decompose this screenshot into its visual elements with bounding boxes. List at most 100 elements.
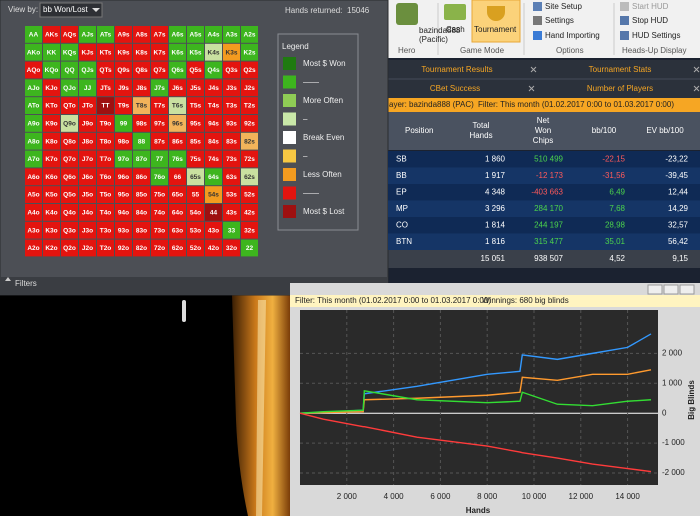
column-header[interactable]: Net <box>537 116 550 125</box>
hand-cell[interactable] <box>223 204 240 221</box>
hand-cell[interactable] <box>169 168 186 186</box>
table-row[interactable] <box>388 151 700 168</box>
hand-cell[interactable] <box>61 168 78 186</box>
hand-cell[interactable] <box>241 150 258 168</box>
table-row[interactable] <box>388 233 700 251</box>
hand-cell[interactable] <box>25 168 42 186</box>
hand-cell[interactable] <box>169 43 186 61</box>
hand-cell[interactable] <box>133 239 150 257</box>
hand-cell[interactable] <box>133 204 150 221</box>
hand-cell[interactable] <box>25 79 42 97</box>
hand-cell[interactable] <box>151 115 168 132</box>
hand-cell[interactable] <box>205 26 222 43</box>
hand-cell[interactable] <box>43 168 60 186</box>
hand-cell[interactable] <box>79 150 96 168</box>
table-row[interactable] <box>388 217 700 234</box>
hud-settings-button[interactable]: HUD Settings <box>632 31 680 40</box>
hand-cell[interactable] <box>223 115 240 132</box>
settings-button[interactable]: Settings <box>545 16 574 25</box>
hand-cell[interactable] <box>187 204 204 221</box>
hand-cell[interactable] <box>223 150 240 168</box>
hand-cell[interactable] <box>151 239 168 257</box>
column-header[interactable]: Hands <box>469 131 492 140</box>
hand-cell[interactable] <box>223 61 240 79</box>
hand-cell[interactable] <box>241 97 258 114</box>
hand-cell[interactable] <box>115 186 132 203</box>
hand-cell[interactable] <box>169 115 186 132</box>
hand-cell[interactable] <box>115 150 132 168</box>
hand-cell[interactable] <box>133 150 150 168</box>
column-header[interactable]: Position <box>405 126 433 135</box>
hand-cell[interactable] <box>169 132 186 150</box>
hand-importing-button[interactable]: Hand Importing <box>545 31 600 40</box>
hand-cell[interactable] <box>97 239 114 257</box>
hand-cell[interactable] <box>169 26 186 43</box>
hand-cell[interactable] <box>25 150 42 168</box>
hand-cell[interactable] <box>79 186 96 203</box>
hand-cell[interactable] <box>223 43 240 61</box>
column-header[interactable]: Total <box>473 121 490 130</box>
start-hud-button[interactable]: Start HUD <box>632 2 669 11</box>
hand-cell[interactable] <box>187 239 204 257</box>
hand-cell[interactable] <box>43 132 60 150</box>
hand-cell[interactable] <box>187 61 204 79</box>
hand-cell[interactable] <box>133 168 150 186</box>
hand-cell[interactable] <box>97 43 114 61</box>
hand-cell[interactable] <box>61 239 78 257</box>
hand-cell[interactable] <box>79 97 96 114</box>
hand-cell[interactable] <box>133 97 150 114</box>
hand-cell[interactable] <box>187 26 204 43</box>
hand-cell[interactable] <box>61 79 78 97</box>
hand-cell[interactable] <box>79 115 96 132</box>
hand-cell[interactable] <box>223 132 240 150</box>
table-row[interactable] <box>388 167 700 185</box>
hand-cell[interactable] <box>223 97 240 114</box>
filters-toggle[interactable]: Filters <box>15 279 37 288</box>
hand-cell[interactable] <box>79 43 96 61</box>
tab[interactable]: Tournament Results <box>421 65 492 74</box>
hand-cell[interactable] <box>241 26 258 43</box>
hand-cell[interactable] <box>151 204 168 221</box>
hand-cell[interactable] <box>187 150 204 168</box>
hand-cell[interactable] <box>43 239 60 257</box>
hand-cell[interactable] <box>97 132 114 150</box>
hand-cell[interactable] <box>205 115 222 132</box>
hand-cell[interactable] <box>241 43 258 61</box>
hand-cell[interactable] <box>133 115 150 132</box>
hand-cell[interactable] <box>115 115 132 132</box>
hand-cell[interactable] <box>115 79 132 97</box>
hand-cell[interactable] <box>241 239 258 257</box>
hand-cell[interactable] <box>187 168 204 186</box>
hand-cell[interactable] <box>133 43 150 61</box>
hand-cell[interactable] <box>61 132 78 150</box>
hand-cell[interactable] <box>79 79 96 97</box>
hand-cell[interactable] <box>115 221 132 239</box>
hand-cell[interactable] <box>169 186 186 203</box>
hand-cell[interactable] <box>61 26 78 43</box>
hand-cell[interactable] <box>79 61 96 79</box>
hand-cell[interactable] <box>133 132 150 150</box>
hand-cell[interactable] <box>241 79 258 97</box>
column-header[interactable]: Won <box>535 126 551 135</box>
hand-cell[interactable] <box>223 221 240 239</box>
hand-cell[interactable] <box>115 61 132 79</box>
tab-close[interactable] <box>693 66 700 73</box>
hand-cell[interactable] <box>151 43 168 61</box>
hand-cell[interactable] <box>61 97 78 114</box>
hand-cell[interactable] <box>241 61 258 79</box>
hand-cell[interactable] <box>79 221 96 239</box>
hand-cell[interactable] <box>115 204 132 221</box>
hand-cell[interactable] <box>205 43 222 61</box>
hand-cell[interactable] <box>43 61 60 79</box>
hand-cell[interactable] <box>205 97 222 114</box>
hand-cell[interactable] <box>61 150 78 168</box>
hand-cell[interactable] <box>97 61 114 79</box>
hand-cell[interactable] <box>61 204 78 221</box>
hand-cell[interactable] <box>187 221 204 239</box>
close-button[interactable] <box>679 284 695 295</box>
hand-cell[interactable] <box>97 221 114 239</box>
hand-cell[interactable] <box>169 61 186 79</box>
hand-cell[interactable] <box>151 150 168 168</box>
hand-cell[interactable] <box>151 26 168 43</box>
hand-cell[interactable] <box>205 79 222 97</box>
